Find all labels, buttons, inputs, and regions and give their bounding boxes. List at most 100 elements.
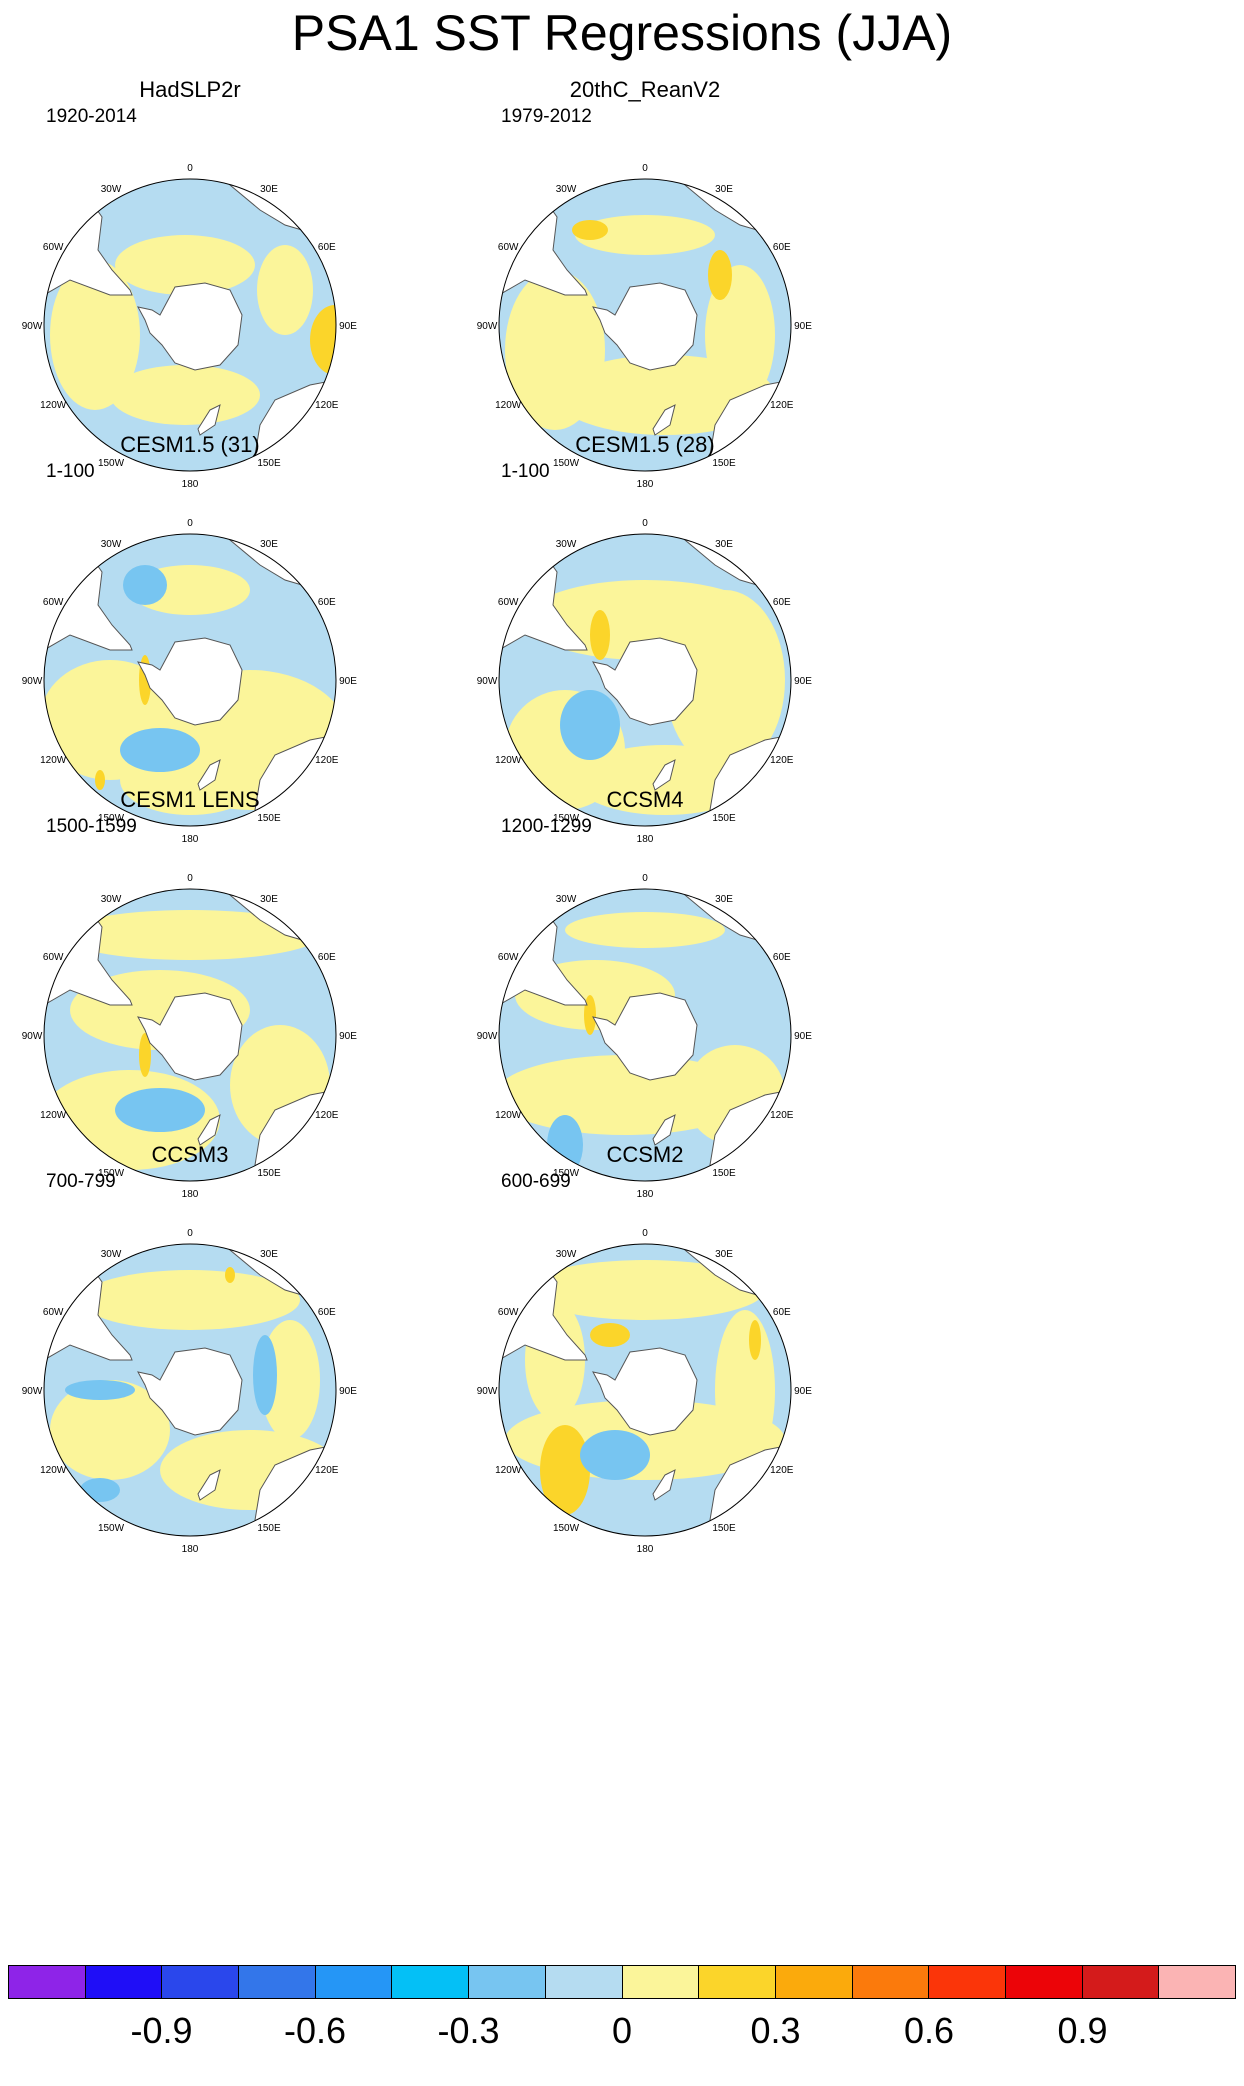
new-zealand-land [652, 1114, 676, 1146]
antarctica-land [592, 992, 698, 1081]
moderate-positive-anomaly [225, 1267, 235, 1283]
polar-map: 0 30E 60E 90E 120E 150E 180 150W 120W 90W 60W 30W [477, 163, 813, 490]
longitude-label: 60W [43, 597, 64, 608]
longitude-label: 150E [712, 1523, 736, 1534]
sst-field [499, 179, 791, 471]
moderate-positive-anomaly [590, 610, 610, 660]
colorbar-label: 0.6 [903, 2010, 955, 2051]
longitude-label: 30E [260, 184, 278, 195]
longitude-label: 90W [22, 676, 43, 687]
panel-title: CCSM2 [606, 1142, 684, 1167]
longitude-label: 60E [773, 242, 791, 253]
map-boundary-circle [43, 533, 337, 827]
colorbar-swatch [929, 1966, 1006, 1998]
map-panel: CESM1.5 (28) 1-100 0 30E 60E 90E 120E 150E 180 15… [415, 431, 875, 901]
longitude-label: 180 [182, 479, 199, 490]
longitude-label: 60W [498, 597, 519, 608]
map-boundary-circle [43, 178, 337, 472]
longitude-label: 0 [187, 1228, 193, 1239]
map-panel: CESM1.5 (31) 1-100 0 30E 60E 90E 120E 150E 180 15… [0, 431, 420, 901]
longitude-label: 60W [498, 242, 519, 253]
longitude-label: 120E [315, 1465, 339, 1476]
moderate-positive-anomaly [540, 1425, 590, 1515]
sst-field [44, 889, 336, 1181]
longitude-label: 180 [637, 1189, 654, 1200]
positive-anomaly-region [50, 1380, 170, 1480]
map-panel: 20thC_ReanV2 1979-2012 0 30E 60E 90E 120E 150E 1… [415, 76, 875, 546]
sst-field [44, 534, 336, 826]
longitude-label: 30E [260, 894, 278, 905]
map-boundary-circle [43, 1243, 337, 1537]
longitude-label: 120W [40, 755, 67, 766]
moderate-negative-anomaly [80, 1478, 120, 1502]
longitude-label: 30W [101, 539, 122, 550]
colorbar-label: 0.9 [1057, 2010, 1108, 2051]
positive-anomaly-region [257, 245, 313, 335]
map-boundary-circle [498, 888, 792, 1182]
panel-period: 1-100 [46, 461, 95, 482]
sst-field [44, 1244, 336, 1536]
sst-field [499, 889, 791, 1181]
positive-anomaly-region [110, 365, 260, 425]
longitude-label: 90E [339, 676, 357, 687]
longitude-label: 60E [318, 242, 336, 253]
map-boundary-circle [498, 178, 792, 472]
colorbar-swatch [1082, 1966, 1160, 1998]
longitude-label: 60W [498, 1307, 519, 1318]
colorbar-swatch [9, 1966, 86, 1998]
colorbar-swatch [622, 1966, 700, 1998]
new-zealand-land [197, 1469, 221, 1501]
colorbar-swatch [392, 1966, 470, 1998]
longitude-label: 120W [495, 1110, 522, 1121]
longitude-label: 30E [715, 539, 733, 550]
longitude-label: 60E [318, 952, 336, 963]
longitude-label: 180 [182, 1189, 199, 1200]
longitude-label: 150W [98, 1168, 125, 1179]
longitude-label: 90E [339, 1031, 357, 1042]
antarctica-land [592, 282, 698, 371]
longitude-label: 60E [773, 952, 791, 963]
longitude-label: 90W [22, 1031, 43, 1042]
panel-period: 600-699 [501, 1171, 571, 1192]
longitude-label: 150E [257, 458, 281, 469]
new-zealand-land [652, 759, 676, 791]
longitude-label: 150W [98, 1523, 125, 1534]
longitude-label: 30W [556, 184, 577, 195]
longitude-label: 90W [477, 676, 498, 687]
sst-field [499, 534, 791, 826]
sst-field [499, 1244, 791, 1536]
longitude-label: 150E [257, 813, 281, 824]
colorbar-swatch [852, 1966, 930, 1998]
positive-anomaly-region [705, 265, 775, 405]
colorbar-boxes [8, 1965, 1236, 1999]
longitude-label: 150W [553, 813, 580, 824]
longitude-label: 120W [40, 1465, 67, 1476]
colorbar-swatch [775, 1966, 853, 1998]
longitude-label: 60W [43, 1307, 64, 1318]
colorbar-label: -0.6 [283, 2010, 347, 2051]
colorbar-swatch [85, 1966, 163, 1998]
longitude-label: 90W [22, 321, 43, 332]
longitude-label: 0 [642, 1228, 648, 1239]
longitude-label: 120E [315, 755, 339, 766]
longitude-label: 180 [637, 834, 654, 845]
panel-period: 1920-2014 [46, 106, 137, 127]
longitude-label: 30W [556, 539, 577, 550]
longitude-label: 120E [770, 1465, 794, 1476]
longitude-label: 30E [260, 1249, 278, 1260]
moderate-negative-anomaly [123, 565, 167, 605]
colorbar-swatch [1005, 1966, 1083, 1998]
panel-title: CESM1 LENS [120, 787, 260, 812]
longitude-label: 30E [715, 184, 733, 195]
antarctica-land [592, 637, 698, 726]
moderate-negative-anomaly [580, 1430, 650, 1480]
longitude-label: 0 [642, 163, 648, 174]
moderate-positive-anomaly [708, 250, 732, 300]
longitude-label: 30W [101, 184, 122, 195]
new-zealand-land [197, 759, 221, 791]
positive-anomaly-region [565, 912, 725, 948]
main-title: PSA1 SST Regressions (JJA) [291, 5, 953, 61]
panel-title: CCSM4 [606, 787, 684, 812]
longitude-label: 120E [315, 400, 339, 411]
panel-period: 700-799 [46, 1171, 116, 1192]
